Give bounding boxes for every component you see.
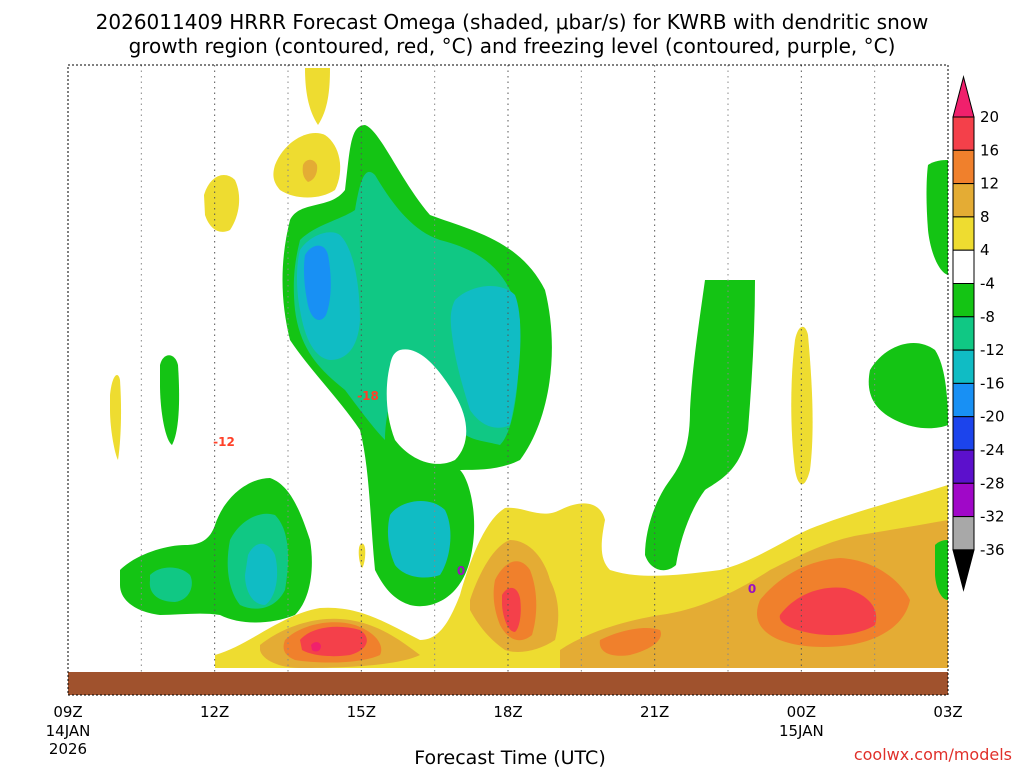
colorbar-swatch [952,316,975,351]
colorbar-label: 16 [980,141,999,159]
omega-plus4-blob-3 [204,175,240,232]
colorbar-swatch [952,283,975,318]
colorbar-label: -28 [980,474,1005,492]
omega-minus12-lower-left [245,543,278,605]
omega-minus4-far-right [868,342,948,429]
x-tick-label: 15Z [347,703,376,721]
omega-minus8-lower-left [149,567,192,602]
x-axis-label: Forecast Time (UTC) [414,747,605,768]
x-tick-label: 21Z [640,703,669,721]
contours: -12 -18 0 0 [213,389,756,596]
omega-minus4-far-right-lower [935,540,948,600]
chart-title-line-2: growth region (contoured, red, °C) and f… [129,34,896,58]
plot-frame [67,64,949,696]
omega-minus4-left-streak [160,355,180,445]
omega-minus12-upper-right [450,285,521,428]
credit-text: coolwx.com/models [854,745,1012,764]
omega-plus4-top-blob [305,68,330,125]
colorbar-swatch [952,349,975,384]
x-tick-date: 15JAN [779,722,824,740]
omega-plus4-tiny [358,543,366,568]
omega-minus12-lower-mid [387,500,451,578]
freezing-level-label-1: 0 [457,564,465,578]
omega-minus4-far-right-top [926,160,948,275]
colorbar-label: -16 [980,374,1005,392]
dgz-minus18-label: -18 [357,389,379,403]
x-tick-label: 18Z [493,703,522,721]
colorbar-label: -32 [980,508,1005,526]
colorbar-swatch [952,183,975,218]
colorbar-swatch [952,116,975,151]
x-tick-label: 00Z [787,703,816,721]
colorbar-label: 12 [980,175,999,193]
chart-title-line-1: 2026011409 HRRR Forecast Omega (shaded, … [96,10,929,34]
colorbar-label: 4 [980,241,990,259]
colorbar-swatch [952,249,975,284]
grid [140,65,876,672]
colorbar-label: -8 [980,308,995,326]
omega-plus16-max [300,587,877,657]
colorbar-label: -20 [980,408,1005,426]
omega-plus4-thin-right [791,326,813,485]
dgz-minus12-label: -12 [213,435,235,449]
omega-minus16-upper-max [303,245,331,320]
colorbar-bottom-arrow [952,549,975,592]
colorbar-label: -4 [980,275,995,293]
x-tick-label: 12Z [200,703,229,721]
omega-plus20-max [311,642,321,652]
colorbar-swatch [952,382,975,418]
omega-plus4-left-thin [110,375,122,460]
omega-plus8-blob-2 [302,159,318,182]
colorbar-label: 20 [980,108,999,126]
omega-hole [386,349,467,464]
x-tick-label: 03Z [933,703,962,721]
colorbar-swatch [952,416,975,451]
x-tick-label: 09Z [53,703,82,721]
x-tick-year: 2026 [49,740,87,758]
colorbar-label: -36 [980,541,1005,559]
ground-surface [68,672,948,695]
colorbar-label: -24 [980,441,1005,459]
colorbar-swatch [952,449,975,484]
freezing-level-label-2: 0 [748,582,756,596]
colorbar-label: -12 [980,341,1005,359]
x-tick-date: 14JAN [46,722,91,740]
omega-minus4-right-column [645,280,755,571]
colorbar-swatch [952,216,975,251]
colorbar-swatch [952,482,975,518]
colorbar-swatch [952,516,975,551]
colorbar-top-arrow [952,75,975,118]
colorbar-label: 8 [980,208,990,226]
colorbar-swatch [952,149,975,185]
colorbar: 20 16 12 8 4 -4 -8 -12 -16 -20 -24 -28 -32 -36 [952,75,1005,592]
omega-shading [110,68,948,668]
